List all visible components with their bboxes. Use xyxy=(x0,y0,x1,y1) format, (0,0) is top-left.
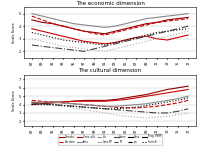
Legend: Demokr., Soc.dem, Vens. alle., Kons., Lib., Cons.PP, Green, PT, Vens., p.s., Pro: Demokr., Soc.dem, Vens. alle., Kons., Li… xyxy=(58,133,162,145)
Y-axis label: Scale Score: Scale Score xyxy=(12,22,16,43)
Title: The cultural dimension: The cultural dimension xyxy=(78,68,142,73)
Title: The economic dimension: The economic dimension xyxy=(76,1,144,6)
Y-axis label: Scale Score: Scale Score xyxy=(12,90,16,111)
